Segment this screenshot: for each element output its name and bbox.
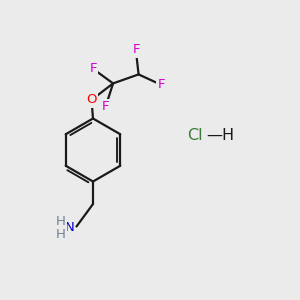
Text: Cl: Cl xyxy=(187,128,203,142)
Text: —H: —H xyxy=(206,128,235,142)
Text: F: F xyxy=(89,62,97,75)
Text: H: H xyxy=(56,214,66,228)
Text: F: F xyxy=(102,100,110,113)
Text: F: F xyxy=(133,43,140,56)
Text: O: O xyxy=(86,93,97,106)
Text: H: H xyxy=(56,228,66,242)
Text: N: N xyxy=(64,220,74,234)
Text: F: F xyxy=(157,78,165,92)
